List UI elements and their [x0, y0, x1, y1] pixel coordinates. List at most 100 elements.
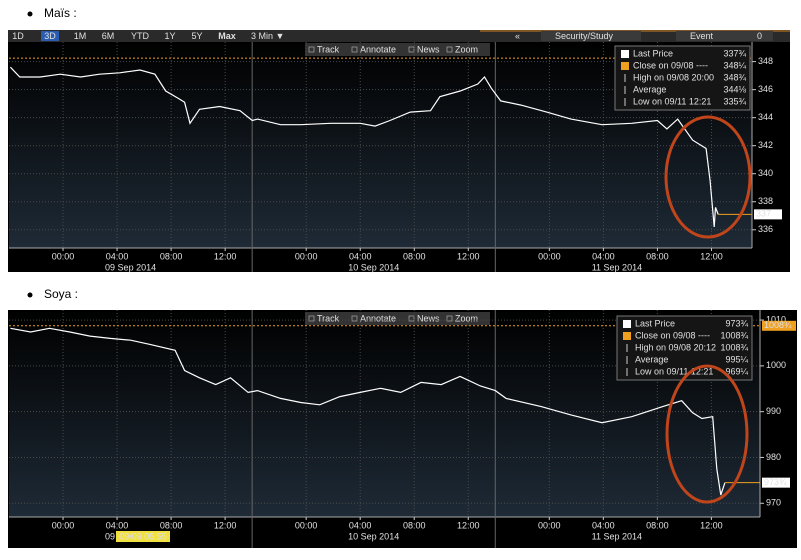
tool-icon	[308, 46, 315, 53]
tool-icon	[408, 315, 415, 322]
tool-icon	[308, 315, 315, 322]
tool-button[interactable]: Track	[317, 44, 340, 54]
x-tick-label: 08:00	[646, 520, 669, 530]
date-label: 11 Sep 2014	[592, 531, 642, 541]
cursor-label-bg	[116, 531, 170, 542]
price-line	[9, 66, 719, 228]
legend-label: Average	[635, 354, 668, 364]
legend-label: Close on 09/08 ----	[635, 330, 710, 340]
date-label: 10 Sep 2014	[348, 262, 399, 272]
toolbar-button[interactable]: «	[515, 31, 520, 41]
y-tick-label: 344	[758, 112, 773, 122]
tool-icon	[446, 315, 453, 322]
legend-label: High on 09/08 20:00	[633, 72, 714, 82]
date-label: 11 Sep 2014	[592, 262, 642, 272]
tool-button[interactable]: Zoom	[455, 44, 478, 54]
tools-bar	[305, 43, 490, 56]
period-button[interactable]: 1Y	[164, 31, 175, 41]
legend-label: High on 09/08 20:12	[635, 342, 716, 352]
tool-icon	[351, 46, 358, 53]
charts: Maïs : Soya : 1D 3D 1M 6M YTD 1Y 5Y Max 3 Min ▼ « Se…	[8, 6, 797, 548]
x-tick-label: 12:00	[700, 251, 723, 261]
x-tick-label: 08:00	[160, 520, 183, 530]
legend-label: Close on 09/08 ----	[633, 60, 708, 70]
legend-box	[614, 45, 751, 111]
tool-button[interactable]: News	[417, 313, 440, 323]
legend-value: 1008¾	[720, 342, 748, 352]
x-tick-label: 00:00	[538, 520, 561, 530]
period-active	[41, 31, 59, 41]
tool-icon	[408, 46, 415, 53]
x-tick-label: 04:00	[592, 251, 615, 261]
period-button[interactable]: 5Y	[191, 31, 202, 41]
legend-icon	[621, 62, 629, 70]
tool-button[interactable]: Annotate	[360, 44, 396, 54]
highlight-ellipse	[665, 364, 749, 504]
toolbar-button-bg	[743, 31, 773, 41]
legend-icon	[623, 332, 631, 340]
period-button[interactable]: 1D	[12, 31, 24, 41]
x-tick-label: 08:00	[403, 520, 426, 530]
tool-icon	[351, 315, 358, 322]
period-button[interactable]: 3D	[44, 31, 56, 41]
interval-select[interactable]: 3 Min ▼	[251, 31, 284, 41]
x-tick-label: 04:00	[106, 520, 129, 530]
x-tick-label: 04:00	[106, 251, 129, 261]
x-tick-label: 08:00	[403, 251, 426, 261]
x-tick-label: 08:00	[646, 251, 669, 261]
x-tick-label: 00:00	[295, 251, 318, 261]
toolbar	[8, 30, 790, 42]
y-tick-label: 980	[766, 452, 781, 462]
period-button[interactable]: Max	[218, 31, 236, 41]
toolbar-button[interactable]: Event	[690, 31, 714, 41]
toolbar-button[interactable]: 0	[757, 31, 762, 41]
y-tick-label: 346	[758, 84, 773, 94]
price-tag-bg	[754, 209, 782, 220]
toolbar-button[interactable]: Security/Study	[555, 31, 614, 41]
close-tag: 1008¾	[764, 320, 792, 330]
x-tick-label: 12:00	[700, 520, 723, 530]
tool-button[interactable]: Zoom	[455, 313, 478, 323]
tool-button[interactable]: Annotate	[360, 313, 396, 323]
tool-icon	[446, 46, 453, 53]
annotations	[664, 115, 752, 504]
legend-label: Low on 09/11 12:21	[633, 96, 711, 106]
period-button[interactable]: 1M	[74, 31, 87, 41]
x-tick-label: 00:00	[52, 520, 75, 530]
y-tick-label: 348	[758, 56, 773, 66]
legend-value: 348¼	[723, 60, 746, 70]
toolbar-button-bg	[676, 31, 746, 41]
legend-value: 337¾	[723, 48, 746, 58]
tool-button[interactable]: News	[417, 44, 440, 54]
y-tick-label: 1010	[766, 314, 786, 324]
legend-value: 348¾	[723, 72, 746, 82]
y-tick-label: 336	[758, 224, 773, 234]
cursor-label: 09/09 05:55	[119, 531, 167, 541]
x-tick-label: 00:00	[295, 520, 318, 530]
x-tick-label: 04:00	[349, 251, 372, 261]
legend-value: 969¼	[725, 366, 748, 376]
period-button[interactable]: YTD	[131, 31, 150, 41]
legend-value: 973¾	[725, 318, 748, 328]
period-button[interactable]: 6M	[102, 31, 115, 41]
x-tick-label: 00:00	[52, 251, 75, 261]
time-axis	[9, 248, 752, 272]
y-tick-label: 1000	[766, 360, 786, 370]
legend-label: Last Price	[633, 48, 673, 58]
date-label: 10 Sep 2014	[348, 531, 399, 541]
legend-label: Average	[633, 84, 666, 94]
x-tick-label: 12:00	[214, 251, 237, 261]
toolbar-button-bg	[541, 31, 641, 41]
price-tag: 337	[756, 209, 771, 219]
tools-bar	[305, 312, 490, 325]
legend-value: 1008¾	[720, 330, 748, 340]
x-tick-label: 08:00	[160, 251, 183, 261]
bullet	[27, 292, 33, 298]
x-tick-label: 04:00	[592, 520, 615, 530]
x-tick-label: 04:00	[349, 520, 372, 530]
y-tick-label: 342	[758, 140, 773, 150]
tool-button[interactable]: Track	[317, 313, 340, 323]
bullet	[27, 11, 33, 17]
